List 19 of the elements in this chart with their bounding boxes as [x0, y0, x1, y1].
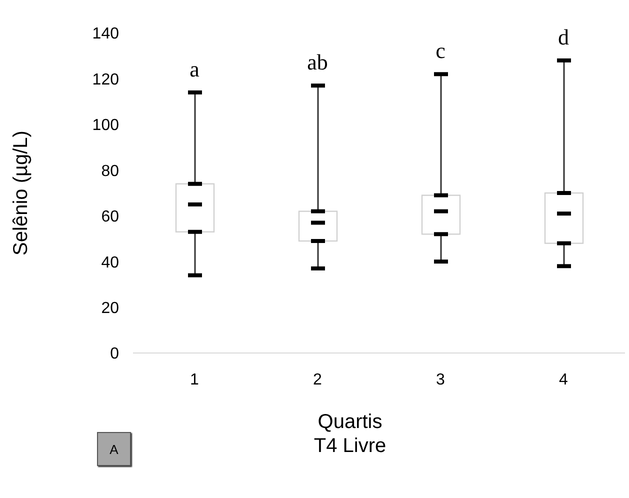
y-axis-title: Selênio (µg/L)	[10, 130, 32, 256]
panel-label: A	[97, 432, 131, 466]
x-tick-label: 1	[190, 371, 200, 388]
y-tick-label: 80	[101, 162, 120, 180]
x-tick-label: 4	[559, 371, 568, 388]
y-tick-label: 120	[92, 71, 120, 88]
y-tick-label: 0	[110, 346, 120, 363]
y-tick-label: 60	[101, 208, 120, 226]
y-tick-label: 20	[101, 300, 120, 317]
annotation: a	[190, 56, 200, 82]
x-tick-label: 2	[313, 371, 322, 388]
x-axis-title: Quartis T4 Livre	[312, 410, 388, 458]
y-tick-label: 40	[101, 254, 120, 272]
annotation: d	[558, 24, 569, 50]
y-tick-label: 140	[92, 26, 120, 43]
x-tick-label: 3	[436, 371, 446, 388]
annotation: ab	[307, 50, 328, 75]
y-tick-label: 100	[92, 117, 120, 134]
annotation: c	[436, 38, 446, 64]
